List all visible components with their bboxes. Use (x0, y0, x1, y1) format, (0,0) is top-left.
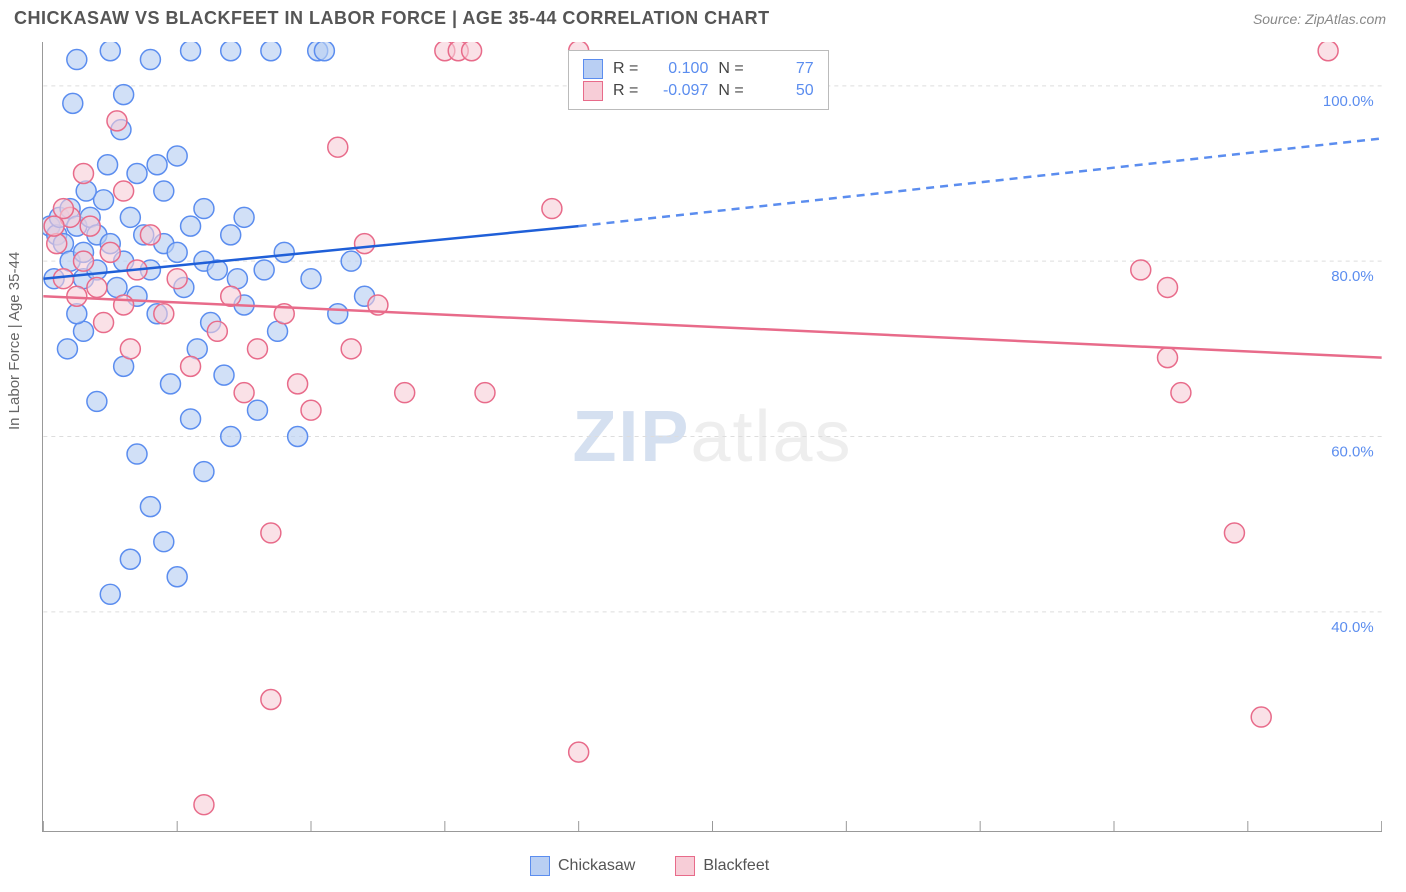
source-text: Source: ZipAtlas.com (1253, 11, 1386, 27)
chart-title: CHICKASAW VS BLACKFEET IN LABOR FORCE | … (14, 8, 770, 29)
svg-text:40.0%: 40.0% (1331, 619, 1373, 636)
legend-stats-row: R = -0.097 N = 50 (583, 81, 814, 101)
svg-text:60.0%: 60.0% (1331, 443, 1373, 460)
bottom-legend: Chickasaw Blackfeet (530, 856, 769, 876)
legend-swatch (583, 59, 603, 79)
n-label: N = (718, 82, 743, 100)
n-value: 77 (754, 60, 814, 78)
r-value: 0.100 (648, 60, 708, 78)
legend-stats-row: R = 0.100 N = 77 (583, 59, 814, 79)
legend-swatch (675, 856, 695, 876)
title-bar: CHICKASAW VS BLACKFEET IN LABOR FORCE | … (0, 0, 1406, 33)
legend-swatch (583, 81, 603, 101)
legend-item: Blackfeet (675, 856, 769, 876)
r-label: R = (613, 60, 638, 78)
scatter-plot-svg: 40.0%60.0%80.0%100.0%0.0%100.0% (43, 42, 1382, 831)
legend-item: Chickasaw (530, 856, 635, 876)
y-axis-label: In Labor Force | Age 35-44 (6, 252, 23, 430)
chart-area: ZIPatlas 40.0%60.0%80.0%100.0%0.0%100.0%… (42, 42, 1382, 832)
r-value: -0.097 (648, 82, 708, 100)
n-value: 50 (754, 82, 814, 100)
svg-text:80.0%: 80.0% (1331, 268, 1373, 285)
legend-label: Blackfeet (703, 857, 769, 875)
legend-label: Chickasaw (558, 857, 635, 875)
r-label: R = (613, 82, 638, 100)
svg-text:100.0%: 100.0% (1323, 93, 1374, 110)
legend-stats-box: R = 0.100 N = 77 R = -0.097 N = 50 (568, 50, 829, 110)
legend-swatch (530, 856, 550, 876)
n-label: N = (718, 60, 743, 78)
